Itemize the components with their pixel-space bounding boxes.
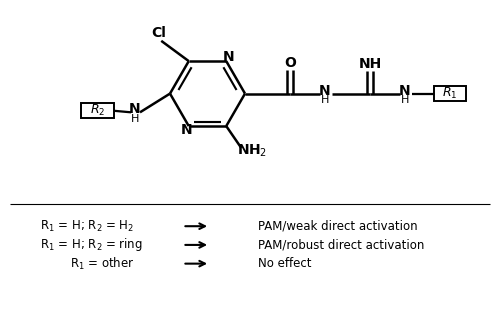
Text: N: N — [399, 84, 411, 98]
Text: R$_1$ = other: R$_1$ = other — [70, 256, 134, 272]
Text: $R_2$: $R_2$ — [90, 103, 105, 118]
Text: R$_1$ = H; R$_2$ = H$_2$: R$_1$ = H; R$_2$ = H$_2$ — [40, 219, 134, 234]
Text: PAM/robust direct activation: PAM/robust direct activation — [258, 238, 424, 251]
Text: $R_1$: $R_1$ — [442, 85, 458, 100]
Text: PAM/weak direct activation: PAM/weak direct activation — [258, 220, 417, 233]
Text: N: N — [180, 123, 192, 137]
Text: NH$_2$: NH$_2$ — [237, 142, 268, 158]
Text: No effect: No effect — [258, 257, 311, 270]
Bar — [434, 86, 466, 101]
Text: NH: NH — [358, 57, 382, 71]
Text: H: H — [321, 95, 329, 105]
Bar — [81, 103, 114, 118]
Text: H: H — [131, 114, 139, 124]
Text: N: N — [223, 50, 234, 64]
Text: N: N — [319, 84, 331, 98]
Text: Cl: Cl — [152, 26, 166, 40]
Text: H: H — [401, 95, 409, 105]
Text: N: N — [129, 102, 141, 116]
Text: O: O — [284, 56, 296, 70]
Text: R$_1$ = H; R$_2$ = ring: R$_1$ = H; R$_2$ = ring — [40, 236, 143, 253]
